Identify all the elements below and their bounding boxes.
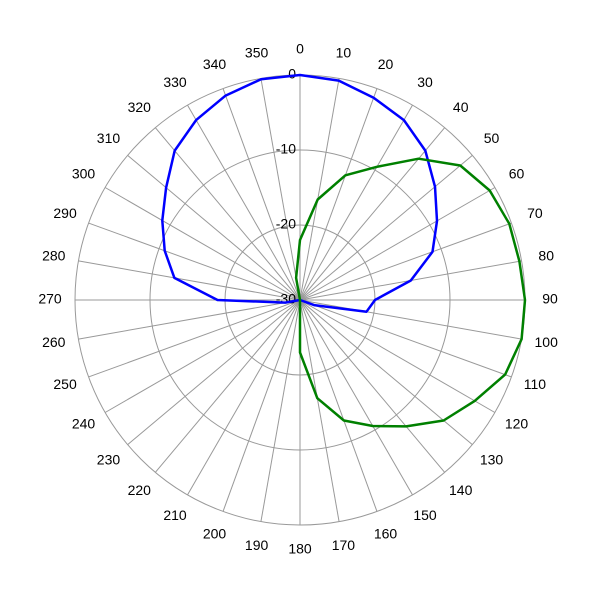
spoke	[187, 104, 301, 301]
angle-label: 230	[97, 451, 121, 467]
series-line	[161, 73, 439, 313]
spoke	[88, 299, 301, 378]
angle-label: 190	[245, 537, 269, 553]
spoke	[299, 299, 413, 496]
angle-label: 130	[480, 451, 504, 467]
angle-label: 220	[128, 482, 152, 498]
angle-label: 200	[203, 526, 227, 542]
spoke	[127, 299, 301, 446]
spoke	[299, 299, 378, 512]
angle-label: 320	[128, 99, 152, 115]
angle-label: 330	[163, 74, 187, 90]
angle-label: 60	[509, 166, 525, 182]
angle-label: 110	[524, 376, 547, 392]
angle-label: 170	[332, 537, 356, 553]
angle-label: 350	[245, 45, 269, 61]
spoke	[299, 127, 446, 301]
spoke	[154, 299, 301, 473]
spoke	[222, 299, 301, 512]
spoke	[299, 187, 496, 301]
spoke	[299, 88, 378, 301]
spoke	[88, 222, 301, 301]
spoke	[299, 299, 512, 378]
spoke	[260, 299, 301, 522]
angle-label: 160	[374, 526, 398, 542]
spoke	[154, 127, 301, 301]
spoke	[299, 299, 522, 340]
angle-label: 80	[538, 247, 554, 263]
spoke	[299, 299, 496, 413]
spoke	[127, 154, 301, 301]
angle-label: 240	[72, 416, 96, 432]
spoke	[260, 78, 301, 301]
spoke	[299, 104, 413, 301]
spoke	[104, 187, 301, 301]
spoke	[299, 299, 340, 522]
r-tick-label: -20	[276, 216, 296, 232]
angle-label: 310	[97, 130, 121, 146]
r-tick-label: -30	[276, 291, 296, 307]
spoke	[222, 88, 301, 301]
angle-label: 90	[542, 291, 558, 307]
r-tick-label: -10	[276, 141, 296, 157]
angle-label: 140	[449, 482, 473, 498]
spoke	[78, 299, 301, 340]
spoke	[299, 78, 340, 301]
spoke	[104, 299, 301, 413]
angle-label: 10	[336, 45, 352, 61]
spoke	[299, 299, 446, 473]
angle-label: 100	[535, 334, 559, 350]
angle-label: 340	[203, 56, 227, 72]
spoke	[187, 299, 301, 496]
angle-label: 30	[417, 74, 433, 90]
angle-label: 210	[163, 507, 187, 523]
angle-label: 260	[42, 334, 66, 350]
r-tick-label: 0	[288, 66, 296, 82]
spoke	[299, 154, 473, 301]
angle-label: 40	[453, 99, 469, 115]
angle-label: 270	[38, 291, 62, 307]
angle-label: 250	[53, 376, 77, 392]
angle-label: 70	[527, 205, 543, 221]
angle-label: 280	[42, 247, 66, 263]
angle-label: 180	[288, 541, 312, 557]
angle-label: 150	[413, 507, 437, 523]
angle-label: 290	[53, 205, 77, 221]
angle-label: 0	[296, 41, 304, 57]
spoke	[78, 260, 301, 301]
series-line	[294, 157, 527, 428]
spoke	[299, 222, 512, 301]
angle-label: 20	[378, 56, 394, 72]
angle-label: 300	[72, 166, 96, 182]
angle-label: 50	[484, 130, 500, 146]
angle-label: 120	[505, 416, 529, 432]
